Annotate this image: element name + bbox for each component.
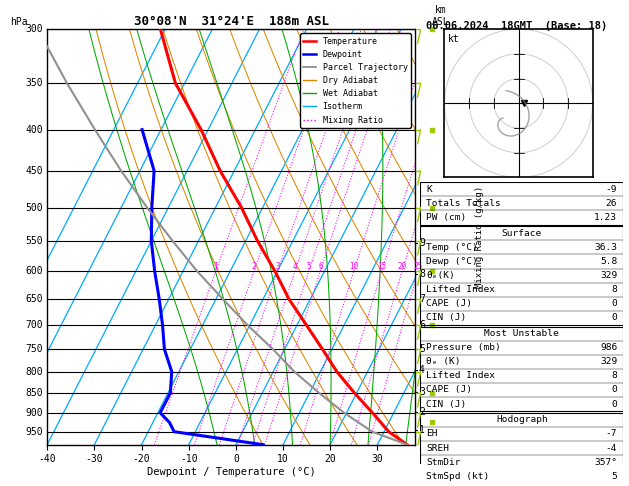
Text: 357°: 357° (594, 458, 617, 467)
Text: Most Unstable: Most Unstable (484, 329, 559, 338)
Bar (420, 413, 623, 483)
Text: 0: 0 (611, 299, 617, 308)
Bar (420, 327, 623, 411)
Text: 6: 6 (318, 262, 323, 271)
Text: 4: 4 (419, 365, 425, 375)
Text: 400: 400 (26, 124, 43, 135)
Text: Hodograph: Hodograph (496, 416, 548, 424)
Text: Lifted Index: Lifted Index (426, 371, 495, 381)
Text: Dewp (°C): Dewp (°C) (426, 257, 478, 266)
Text: 329: 329 (600, 357, 617, 366)
Text: Pressure (mb): Pressure (mb) (426, 343, 501, 352)
Bar (420, 182, 623, 225)
Text: 2: 2 (419, 407, 425, 417)
Text: 550: 550 (26, 236, 43, 246)
Text: 950: 950 (26, 427, 43, 437)
Text: -7: -7 (606, 430, 617, 438)
Text: 15: 15 (377, 262, 386, 271)
Text: 0: 0 (611, 313, 617, 322)
Text: Totals Totals: Totals Totals (426, 199, 501, 208)
Text: 5.8: 5.8 (600, 257, 617, 266)
Text: 2: 2 (252, 262, 256, 271)
Text: CIN (J): CIN (J) (426, 399, 467, 409)
Text: CIN (J): CIN (J) (426, 313, 467, 322)
Text: -4: -4 (606, 444, 617, 452)
Text: kt: kt (447, 34, 459, 44)
Legend: Temperature, Dewpoint, Parcel Trajectory, Dry Adiabat, Wet Adiabat, Isotherm, Mi: Temperature, Dewpoint, Parcel Trajectory… (300, 34, 411, 128)
Title: 30°08'N  31°24'E  188m ASL: 30°08'N 31°24'E 188m ASL (133, 15, 329, 28)
Text: km
ASL: km ASL (432, 5, 450, 27)
Text: 8: 8 (611, 371, 617, 381)
Text: StmDir: StmDir (426, 458, 461, 467)
Text: Temp (°C): Temp (°C) (426, 243, 478, 252)
Text: Mixing Ratio (g/kg): Mixing Ratio (g/kg) (475, 186, 484, 288)
Text: 5: 5 (419, 344, 425, 354)
Text: 1: 1 (419, 425, 425, 435)
Text: EH: EH (426, 430, 438, 438)
Text: 1.23: 1.23 (594, 213, 617, 222)
Text: 5: 5 (306, 262, 311, 271)
Text: θₑ(K): θₑ(K) (426, 271, 455, 280)
X-axis label: Dewpoint / Temperature (°C): Dewpoint / Temperature (°C) (147, 467, 316, 477)
Text: 10: 10 (349, 262, 359, 271)
Text: 5: 5 (611, 472, 617, 481)
Text: 3: 3 (276, 262, 280, 271)
Text: 25: 25 (414, 262, 423, 271)
Bar (420, 226, 623, 325)
Text: 800: 800 (26, 367, 43, 377)
Text: hPa: hPa (10, 17, 28, 27)
Text: 0: 0 (611, 385, 617, 395)
Text: 900: 900 (26, 408, 43, 418)
Text: 06.06.2024  18GMT  (Base: 18): 06.06.2024 18GMT (Base: 18) (426, 21, 608, 31)
Text: CAPE (J): CAPE (J) (426, 385, 472, 395)
Text: 0: 0 (611, 399, 617, 409)
Text: 36.3: 36.3 (594, 243, 617, 252)
Text: 6: 6 (419, 320, 425, 330)
Text: 4: 4 (292, 262, 298, 271)
Text: 1: 1 (213, 262, 218, 271)
Text: 750: 750 (26, 344, 43, 354)
Text: 350: 350 (26, 78, 43, 88)
Text: 986: 986 (600, 343, 617, 352)
Text: 9: 9 (419, 238, 425, 248)
Text: 300: 300 (26, 24, 43, 34)
Text: 20: 20 (398, 262, 407, 271)
Text: 700: 700 (26, 320, 43, 330)
Text: -9: -9 (606, 185, 617, 194)
Text: 450: 450 (26, 166, 43, 176)
Text: StmSpd (kt): StmSpd (kt) (426, 472, 489, 481)
Text: PW (cm): PW (cm) (426, 213, 467, 222)
Text: Surface: Surface (502, 229, 542, 238)
Text: SREH: SREH (426, 444, 449, 452)
Text: 7: 7 (419, 294, 425, 304)
Text: Lifted Index: Lifted Index (426, 285, 495, 294)
Text: CAPE (J): CAPE (J) (426, 299, 472, 308)
Text: 500: 500 (26, 203, 43, 212)
Text: K: K (426, 185, 432, 194)
Text: 3: 3 (419, 387, 425, 397)
Text: 8: 8 (611, 285, 617, 294)
Text: 850: 850 (26, 388, 43, 398)
Text: 8: 8 (419, 269, 425, 278)
Text: 26: 26 (606, 199, 617, 208)
Text: 650: 650 (26, 294, 43, 304)
Text: θₑ (K): θₑ (K) (426, 357, 461, 366)
Text: 329: 329 (600, 271, 617, 280)
Text: 600: 600 (26, 266, 43, 276)
